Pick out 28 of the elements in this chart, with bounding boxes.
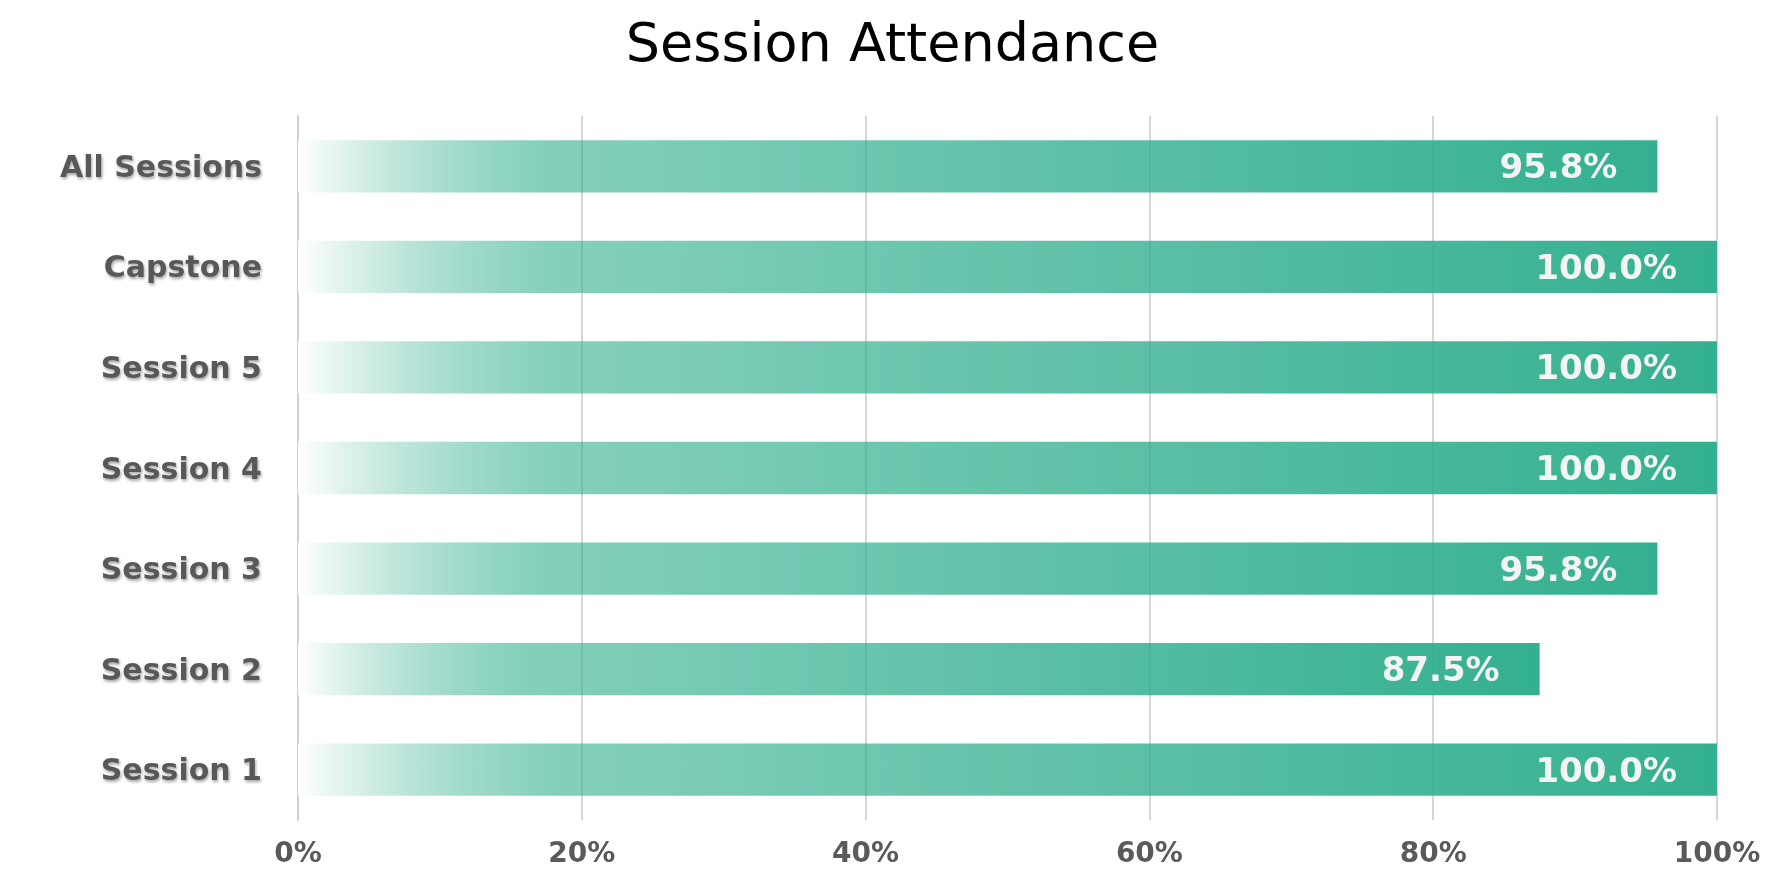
bar — [298, 240, 1717, 294]
bar — [298, 642, 1540, 696]
data-label: 100.0% — [1535, 347, 1677, 388]
bar — [298, 542, 1658, 595]
y-tick-label: Session 4 — [100, 450, 262, 486]
data-label: 100.0% — [1535, 448, 1677, 488]
y-tick-label: Session 1 — [100, 752, 262, 788]
bar — [298, 341, 1717, 394]
x-tick-label: 60% — [1115, 835, 1183, 869]
y-tick-label: Capstone — [103, 249, 262, 285]
data-label: 87.5% — [1381, 649, 1500, 690]
y-tick-label: Session 5 — [100, 349, 262, 385]
y-tick-label: Session 2 — [100, 651, 262, 687]
x-tick-label: 20% — [548, 835, 616, 869]
data-label: 95.8% — [1499, 146, 1618, 187]
data-label: 100.0% — [1535, 246, 1677, 287]
data-label: 95.8% — [1499, 548, 1618, 589]
bar — [298, 140, 1658, 193]
y-tick-label: All Sessions — [59, 148, 262, 184]
chart-title: Session Attendance — [625, 10, 1160, 74]
data-label: 100.0% — [1535, 749, 1677, 790]
x-tick-label: 100% — [1673, 835, 1761, 869]
bar — [298, 743, 1717, 796]
x-tick-label: 80% — [1399, 835, 1467, 869]
x-tick-label: 0% — [274, 835, 322, 869]
y-tick-label: Session 3 — [100, 551, 262, 587]
bar — [298, 441, 1717, 495]
x-tick-label: 40% — [832, 835, 900, 869]
